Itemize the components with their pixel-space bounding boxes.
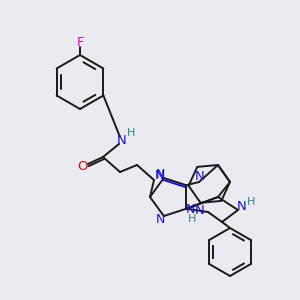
Text: N: N [156, 212, 166, 226]
Text: O: O [78, 160, 88, 172]
Text: N: N [195, 170, 205, 184]
Text: F: F [76, 35, 84, 49]
Text: N: N [195, 205, 205, 218]
Text: N: N [237, 200, 247, 214]
Text: N: N [156, 169, 166, 182]
Text: H: H [127, 128, 135, 138]
Text: H: H [188, 214, 196, 224]
Text: H: H [247, 197, 255, 207]
Text: N: N [117, 134, 127, 146]
Text: N: N [185, 203, 195, 216]
Text: N: N [155, 169, 165, 182]
